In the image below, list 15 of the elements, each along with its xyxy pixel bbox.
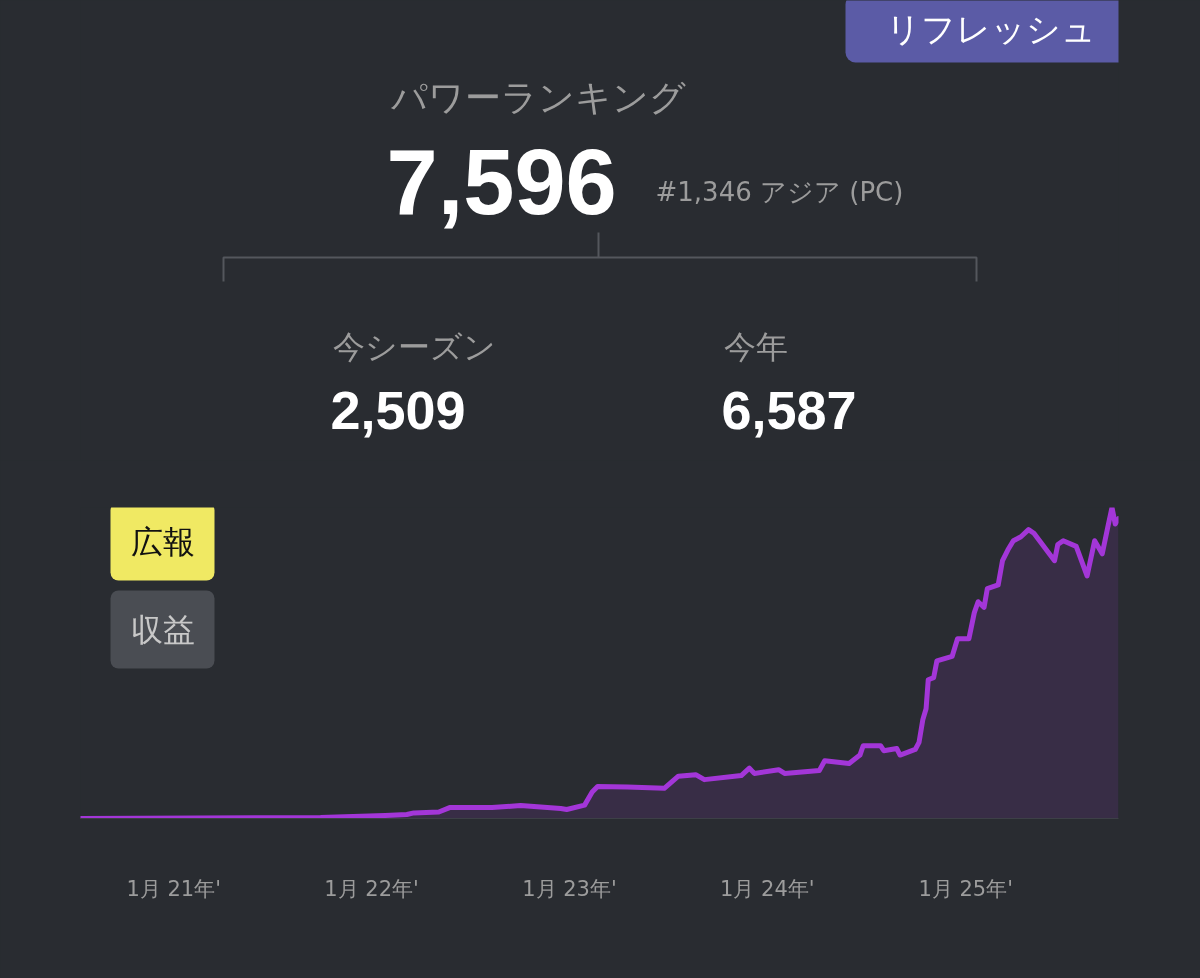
text: 2,509 (330, 380, 466, 440)
x-tick-label: 1月 24年' (719, 876, 815, 901)
x-tick-label: 1月 23年' (522, 876, 617, 901)
annotation: 収益 (130, 610, 195, 649)
x-tick-label: 1月 21年' (126, 876, 221, 901)
text: 今シーズン (332, 327, 496, 366)
text: 7,596 (386, 130, 617, 233)
text: パワーランキング (389, 77, 686, 118)
text: リフレッシュ (885, 8, 1096, 49)
x-tick-label: 1月 25年' (918, 876, 1013, 901)
text: #1,346 アジア (PC) (655, 176, 904, 207)
x-tick-label: 1月 22年' (324, 876, 419, 901)
text: 6,587 (721, 380, 857, 440)
text: 今年 (723, 327, 788, 366)
annotation: 広報 (130, 522, 195, 561)
